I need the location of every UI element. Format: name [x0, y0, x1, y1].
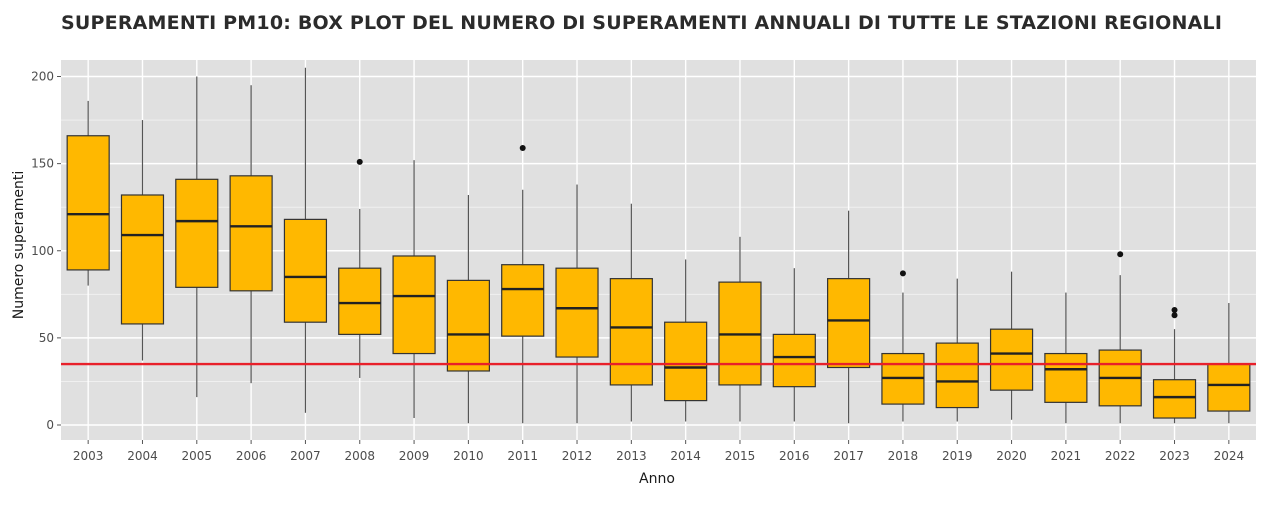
- x-tick-label: 2020: [996, 449, 1027, 463]
- x-tick-label: 2006: [236, 449, 267, 463]
- box-2016: [772, 268, 816, 422]
- box-2012: [555, 184, 599, 424]
- outlier-point: [356, 158, 363, 165]
- x-tick-label: 2004: [127, 449, 158, 463]
- box-2010: [446, 194, 490, 424]
- box-2015: [718, 236, 762, 422]
- y-tick-label: 200: [31, 70, 54, 84]
- box-2014: [664, 259, 708, 422]
- outlier-point: [519, 144, 526, 151]
- box-2007: [283, 67, 328, 413]
- box-iqr: [609, 278, 653, 386]
- box-iqr: [120, 194, 165, 325]
- box-2022: [1098, 251, 1142, 424]
- box-2019: [935, 278, 979, 422]
- box-iqr: [772, 333, 816, 388]
- x-tick-label: 2012: [562, 449, 593, 463]
- x-tick-label: 2011: [507, 449, 538, 463]
- box-2006: [229, 85, 273, 384]
- box-iqr: [664, 321, 708, 402]
- outlier-point: [899, 270, 906, 277]
- y-axis-label: Numero superamenti: [11, 171, 27, 320]
- x-tick-label: 2023: [1159, 449, 1190, 463]
- x-tick-label: 2024: [1214, 449, 1245, 463]
- box-2004: [120, 120, 165, 361]
- box-iqr: [392, 255, 436, 355]
- x-tick-label: 2005: [182, 449, 213, 463]
- x-tick-label: 2022: [1105, 449, 1136, 463]
- box-iqr: [501, 264, 545, 337]
- box-2017: [827, 210, 871, 424]
- chart-title: SUPERAMENTI PM10: BOX PLOT DEL NUMERO DI…: [61, 12, 1223, 34]
- x-tick-label: 2021: [1051, 449, 1082, 463]
- box-iqr: [229, 175, 273, 292]
- box-series: [66, 67, 1251, 424]
- x-tick-label: 2003: [73, 449, 104, 463]
- x-tick-label: 2018: [888, 449, 919, 463]
- box-iqr: [446, 279, 490, 372]
- box-iqr: [1044, 352, 1088, 403]
- x-tick-label: 2016: [779, 449, 810, 463]
- box-2021: [1044, 292, 1088, 424]
- x-tick-label: 2008: [344, 449, 375, 463]
- box-iqr: [935, 342, 979, 409]
- outlier-point: [1171, 306, 1178, 313]
- box-iqr: [1152, 379, 1197, 419]
- box-iqr: [338, 267, 382, 335]
- box-2008: [338, 158, 382, 378]
- x-tick-label: 2017: [833, 449, 864, 463]
- box-iqr: [555, 267, 599, 358]
- box-iqr: [283, 218, 328, 323]
- box-2005: [175, 76, 219, 398]
- box-iqr: [827, 278, 871, 369]
- box-iqr: [66, 135, 110, 271]
- y-axis: 0 50 100 150 200: [31, 70, 61, 432]
- box-2013: [609, 203, 653, 422]
- box-iqr: [989, 328, 1034, 391]
- box-2023: [1152, 306, 1197, 424]
- x-axis: 2003 2004 2005 2006 2007 2008 2009 2010 2011 2012…: [73, 440, 1244, 463]
- x-tick-label: 2007: [290, 449, 321, 463]
- y-tick-label: 100: [31, 244, 54, 258]
- outlier-point: [1117, 251, 1124, 258]
- box-iqr: [175, 178, 219, 288]
- box-2020: [989, 271, 1034, 420]
- x-tick-label: 2019: [942, 449, 973, 463]
- x-tick-label: 2014: [670, 449, 701, 463]
- x-tick-label: 2010: [453, 449, 484, 463]
- y-tick-label: 50: [39, 331, 54, 345]
- x-axis-label: Anno: [639, 471, 675, 487]
- y-tick-label: 0: [46, 418, 54, 432]
- outlier-point: [1171, 312, 1178, 319]
- x-tick-label: 2015: [725, 449, 756, 463]
- x-tick-label: 2013: [616, 449, 647, 463]
- box-iqr: [1207, 363, 1251, 412]
- box-2018: [881, 270, 925, 422]
- y-tick-label: 150: [31, 157, 54, 171]
- box-2003: [66, 100, 110, 286]
- box-2011: [501, 144, 545, 424]
- x-tick-label: 2009: [399, 449, 430, 463]
